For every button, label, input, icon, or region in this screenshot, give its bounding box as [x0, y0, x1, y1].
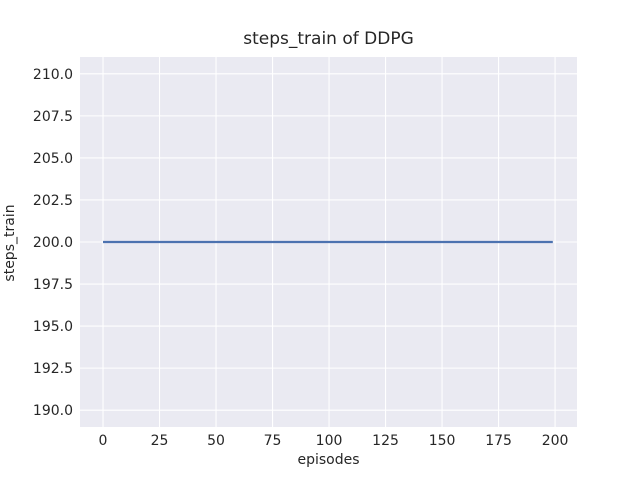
chart-title: steps_train of DDPG [243, 29, 414, 49]
y-tick-label: 197.5 [33, 277, 73, 293]
y-axis-label: steps_train [2, 204, 18, 282]
x-tick-label: 125 [372, 433, 399, 449]
x-tick-label: 200 [542, 433, 569, 449]
y-tick-label: 205.0 [33, 151, 73, 167]
y-tick-label: 210.0 [33, 67, 73, 83]
x-tick-label: 0 [99, 433, 108, 449]
y-tick-label: 192.5 [33, 361, 73, 377]
y-tick-label: 190.0 [33, 403, 73, 419]
x-tick-label: 25 [151, 433, 169, 449]
y-tick-label: 202.5 [33, 193, 73, 209]
y-tick-label: 207.5 [33, 109, 73, 125]
x-tick-label: 75 [264, 433, 282, 449]
y-tick-label: 200.0 [33, 235, 73, 251]
x-tick-label: 100 [316, 433, 343, 449]
x-tick-label: 175 [485, 433, 512, 449]
x-axis-label: episodes [297, 452, 360, 468]
x-tick-label: 50 [207, 433, 225, 449]
x-tick-label: 150 [429, 433, 456, 449]
y-tick-label: 195.0 [33, 319, 73, 335]
